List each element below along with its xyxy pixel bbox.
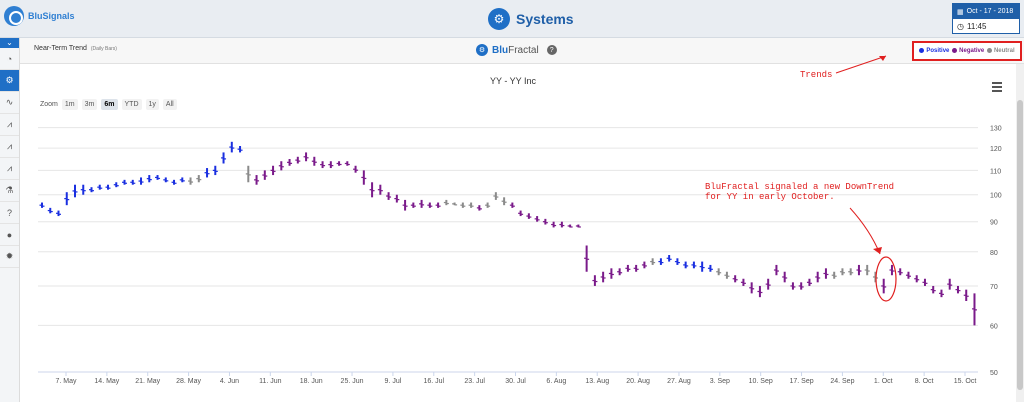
brand-part-2: Fractal: [508, 44, 539, 56]
y-tick-label: 130: [990, 126, 1002, 133]
x-tick-label: 14. May: [94, 378, 119, 385]
legend-neutral: Neutral: [986, 47, 1015, 54]
x-tick-label: 30. Jul: [505, 378, 526, 385]
zoom-label: Zoom: [40, 101, 58, 108]
help-circle-icon[interactable]: ?: [546, 45, 557, 55]
x-tick-label: 27. Aug: [667, 378, 691, 385]
hamburger-menu-icon[interactable]: [992, 82, 1002, 94]
x-tick-label: 3. Sep: [710, 378, 730, 385]
signal-arrow: [849, 207, 881, 255]
current-date: Oct - 17 - 2018: [966, 8, 1014, 15]
x-tick-label: 21. May: [135, 378, 160, 385]
x-tick-label: 1. Oct: [874, 378, 893, 385]
brand-part-1: Blu: [492, 44, 509, 56]
x-tick-label: 16. Jul: [423, 378, 444, 385]
legend-negative: Negative: [952, 47, 984, 54]
x-tick-label: 9. Jul: [385, 378, 402, 385]
chart-icon-2[interactable]: ⩘: [0, 114, 19, 136]
zoom-1m[interactable]: 1m: [61, 99, 78, 110]
vertical-scrollbar[interactable]: [1016, 64, 1024, 402]
signal-arrowhead: [873, 247, 882, 254]
page-title: ⚙ Systems: [488, 8, 574, 30]
blufractal-icon: ⚙: [476, 44, 488, 56]
page-title-label: Systems: [516, 11, 574, 27]
systems-icon[interactable]: ⚙: [0, 70, 19, 92]
chevron-down-icon[interactable]: ⌄: [0, 38, 19, 48]
x-tick-label: 15. Oct: [954, 378, 977, 385]
annotation-signal: BluFractal signaled a new DownTrend for …: [705, 182, 894, 202]
annotation-signal-line-2: for YY in early October.: [705, 192, 835, 202]
panel-title: Near-Term Trend (Daily Bars): [34, 45, 117, 52]
x-tick-label: 17. Sep: [789, 378, 813, 385]
x-tick-label: 7. May: [55, 378, 77, 385]
zoom-ytd[interactable]: YTD: [121, 99, 142, 110]
legend-positive: Positive: [919, 47, 949, 54]
x-tick-label: 18. Jun: [300, 378, 323, 385]
current-time: 11:45: [966, 21, 987, 31]
y-tick-label: 70: [990, 284, 998, 291]
x-tick-label: 20. Aug: [626, 378, 650, 385]
panel-header: Near-Term Trend (Daily Bars) ⚙ Blu Fract…: [20, 38, 1024, 64]
brand[interactable]: BluSignals: [4, 6, 75, 26]
chart-icon-1[interactable]: ∿: [0, 92, 19, 114]
x-tick-label: 23. Jul: [464, 378, 485, 385]
time-row: ◷ 11:45: [953, 19, 1019, 33]
gear-icon[interactable]: ✹: [0, 246, 19, 268]
zoom-6m[interactable]: 6m: [101, 99, 118, 110]
panel-subtitle: (Daily Bars): [90, 46, 117, 52]
chart-icon-4[interactable]: ⩘: [0, 158, 19, 180]
x-tick-label: 28. May: [176, 378, 201, 385]
scrollbar-thumb[interactable]: [1017, 100, 1023, 390]
annotation-trends: Trends: [800, 70, 833, 80]
y-tick-label: 110: [990, 168, 1001, 175]
y-tick-label: 100: [990, 193, 1002, 200]
annotation-signal-line-1: BluFractal signaled a new DownTrend: [705, 182, 895, 192]
y-tick-label: 60: [990, 323, 998, 330]
date-row: ▦ Oct - 17 - 2018: [953, 4, 1019, 19]
x-tick-label: 4. Jun: [220, 378, 239, 385]
trends-arrowhead: [879, 56, 886, 61]
zoom-3m[interactable]: 3m: [81, 99, 98, 110]
trend-legend: Positive Negative Neutral: [912, 41, 1022, 61]
x-tick-label: 24. Sep: [830, 378, 854, 385]
zoom-bar: Zoom 1m 3m 6m YTD 1y All: [40, 99, 177, 110]
x-tick-label: 13. Aug: [585, 378, 609, 385]
gears-icon: ⚙: [488, 8, 510, 30]
date-time-box: ▦ Oct - 17 - 2018 ◷ 11:45: [952, 3, 1020, 34]
x-tick-label: 11. Jun: [259, 378, 282, 385]
chart-icon-3[interactable]: ⩘: [0, 136, 19, 158]
x-tick-label: 6. Aug: [546, 378, 566, 385]
y-tick-label: 90: [990, 220, 998, 227]
brand-name: BluSignals: [28, 11, 75, 21]
signal-circle: [875, 256, 897, 302]
x-tick-label: 10. Sep: [749, 378, 773, 385]
zoom-all[interactable]: All: [162, 99, 177, 110]
help-icon[interactable]: ?: [0, 202, 19, 224]
blufractal-brand: ⚙ Blu Fractal ?: [476, 44, 557, 56]
sidebar: ⌄ ◔ ⚙ ∿ ⩘ ⩘ ⩘ ⚗ ? ● ✹: [0, 38, 20, 402]
brand-logo-icon: [4, 6, 24, 26]
top-bar: BluSignals ⚙ Systems ▦ Oct - 17 - 2018 ◷…: [0, 0, 1024, 38]
y-tick-label: 50: [990, 370, 998, 377]
panel-title-text: Near-Term Trend: [34, 45, 87, 52]
x-tick-label: 25. Jun: [341, 378, 364, 385]
chart-title: YY - YY Inc: [490, 76, 537, 86]
x-tick-label: 8. Oct: [915, 378, 934, 385]
clock-icon: ◷: [957, 21, 964, 31]
zoom-1y[interactable]: 1y: [145, 99, 159, 110]
gauge-icon[interactable]: ◔: [0, 48, 19, 70]
flask-icon[interactable]: ⚗: [0, 180, 19, 202]
y-tick-label: 80: [990, 250, 998, 257]
user-icon[interactable]: ●: [0, 224, 19, 246]
trends-arrow: [835, 55, 887, 74]
y-tick-label: 120: [990, 146, 1002, 153]
calendar-icon: ▦: [957, 8, 964, 16]
